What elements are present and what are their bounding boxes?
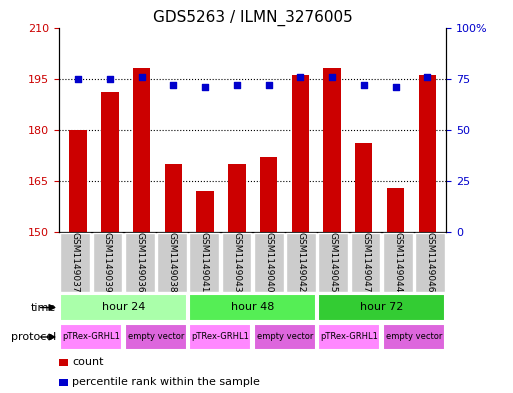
Bar xyxy=(228,164,246,232)
Bar xyxy=(60,233,90,292)
Bar xyxy=(165,164,182,232)
Text: empty vector: empty vector xyxy=(256,332,313,341)
Bar xyxy=(383,324,445,350)
Text: GSM1149047: GSM1149047 xyxy=(361,232,370,292)
Text: time: time xyxy=(31,303,56,312)
Bar xyxy=(61,324,122,350)
Bar xyxy=(254,233,284,292)
Text: GSM1149036: GSM1149036 xyxy=(135,232,144,293)
Bar xyxy=(387,187,404,232)
Point xyxy=(328,73,336,80)
Bar xyxy=(323,68,341,232)
Bar xyxy=(419,75,436,232)
Bar xyxy=(196,191,214,232)
Bar xyxy=(260,157,277,232)
Bar xyxy=(125,324,187,350)
Bar xyxy=(291,75,309,232)
Bar xyxy=(319,233,348,292)
Text: hour 24: hour 24 xyxy=(102,302,145,312)
Bar xyxy=(319,324,381,350)
Bar xyxy=(157,233,187,292)
Text: empty vector: empty vector xyxy=(128,332,184,341)
Point xyxy=(106,75,114,82)
Text: hour 48: hour 48 xyxy=(231,302,274,312)
Text: pTRex-GRHL1: pTRex-GRHL1 xyxy=(321,332,379,341)
Text: GSM1149041: GSM1149041 xyxy=(200,232,209,292)
Point xyxy=(264,82,272,88)
Text: GSM1149038: GSM1149038 xyxy=(167,232,176,293)
Title: GDS5263 / ILMN_3276005: GDS5263 / ILMN_3276005 xyxy=(153,10,352,26)
Point xyxy=(74,75,82,82)
Bar xyxy=(351,233,381,292)
Text: GSM1149037: GSM1149037 xyxy=(71,232,80,293)
Bar xyxy=(125,233,154,292)
Bar xyxy=(286,233,316,292)
Bar xyxy=(222,233,251,292)
Bar xyxy=(61,294,187,321)
Bar xyxy=(101,92,119,232)
Bar xyxy=(189,324,251,350)
Text: count: count xyxy=(72,357,104,367)
Text: GSM1149045: GSM1149045 xyxy=(329,232,338,292)
Text: GSM1149043: GSM1149043 xyxy=(232,232,241,292)
Point xyxy=(201,84,209,90)
Text: GSM1149046: GSM1149046 xyxy=(426,232,435,292)
Bar xyxy=(383,233,413,292)
Bar xyxy=(189,233,219,292)
Text: pTRex-GRHL1: pTRex-GRHL1 xyxy=(191,332,249,341)
Text: GSM1149040: GSM1149040 xyxy=(264,232,273,292)
Point xyxy=(169,82,177,88)
Bar xyxy=(69,130,87,232)
Point xyxy=(423,73,431,80)
Text: empty vector: empty vector xyxy=(386,332,442,341)
Bar xyxy=(319,294,445,321)
Point xyxy=(391,84,400,90)
Text: protocol: protocol xyxy=(11,332,56,342)
Bar xyxy=(133,68,150,232)
Text: hour 72: hour 72 xyxy=(360,302,403,312)
Point xyxy=(360,82,368,88)
Point xyxy=(296,73,304,80)
Bar xyxy=(355,143,372,232)
Bar xyxy=(416,233,445,292)
Bar xyxy=(254,324,316,350)
Bar xyxy=(92,233,122,292)
Text: percentile rank within the sample: percentile rank within the sample xyxy=(72,377,260,387)
Text: GSM1149044: GSM1149044 xyxy=(393,232,402,292)
Text: pTRex-GRHL1: pTRex-GRHL1 xyxy=(63,332,120,341)
Bar xyxy=(189,294,316,321)
Point xyxy=(137,73,146,80)
Text: GSM1149042: GSM1149042 xyxy=(297,232,306,292)
Text: GSM1149039: GSM1149039 xyxy=(103,232,112,293)
Point xyxy=(233,82,241,88)
